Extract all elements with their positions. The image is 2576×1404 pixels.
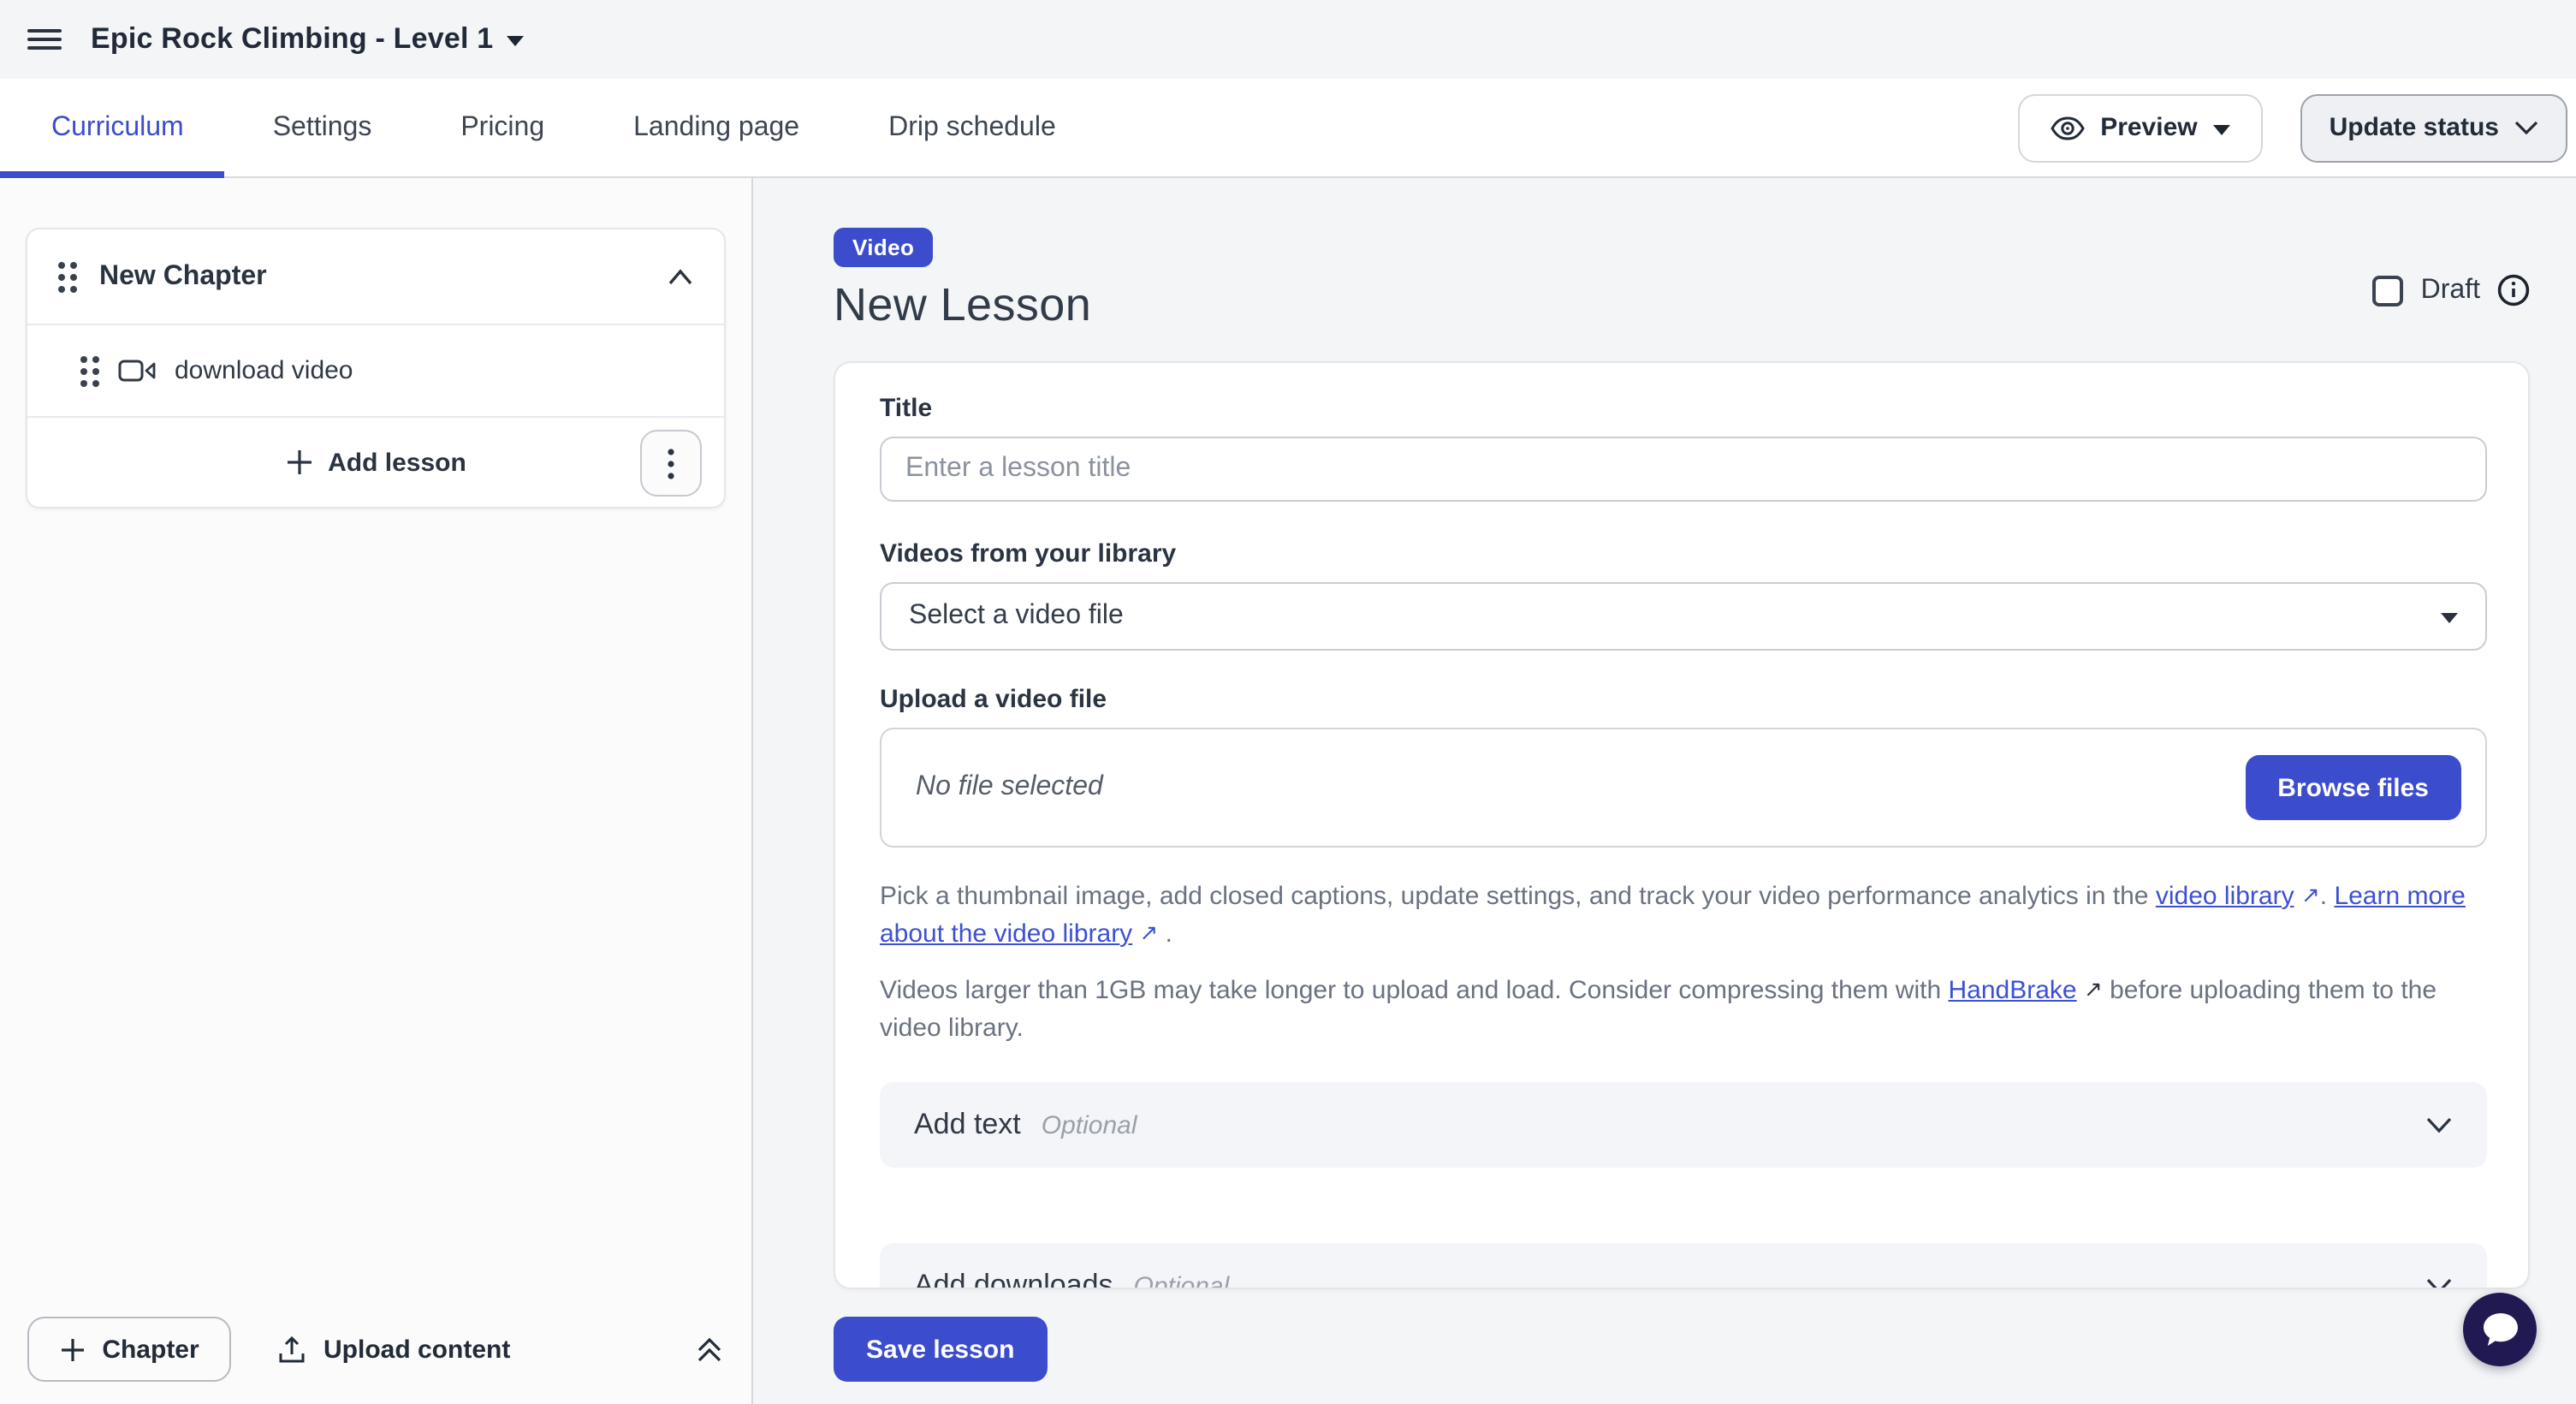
chat-bubble-icon <box>2483 1313 2517 1346</box>
update-status-label: Update status <box>2329 113 2499 142</box>
tab-settings[interactable]: Settings <box>272 112 372 141</box>
plus-icon <box>287 450 312 474</box>
tabs: Curriculum Settings Pricing Landing page… <box>0 79 1145 178</box>
help-text: . <box>2319 882 2335 911</box>
caret-down-icon <box>2212 124 2230 134</box>
chapter-menu-button[interactable] <box>640 430 702 497</box>
tab-drip-schedule[interactable]: Drip schedule <box>888 112 1056 141</box>
topbar: Epic Rock Climbing - Level 1 <box>0 0 2576 79</box>
kebab-menu-icon <box>668 448 674 479</box>
chat-widget-button[interactable] <box>2463 1293 2537 1366</box>
add-downloads-label: Add downloads <box>914 1269 1113 1289</box>
video-library-select[interactable]: Select a video file <box>880 582 2487 651</box>
upload-content-label: Upload content <box>323 1335 511 1364</box>
drag-handle-icon[interactable] <box>58 261 77 292</box>
add-chapter-label: Chapter <box>102 1335 199 1364</box>
select-caret-icon <box>2441 613 2458 623</box>
caret-down-icon <box>507 36 525 46</box>
preview-label: Preview <box>2100 113 2198 142</box>
lesson-type-badge: Video <box>834 228 934 267</box>
eye-icon <box>2051 116 2085 140</box>
video-library-help-text: Pick a thumbnail image, add closed capti… <box>880 878 2487 954</box>
chapter-card: New Chapter download video <box>26 228 726 509</box>
help-text: Videos larger than 1GB may take longer t… <box>880 976 1949 1005</box>
tabbar: Curriculum Settings Pricing Landing page… <box>0 79 2576 178</box>
page-title: New Lesson <box>834 279 1092 330</box>
chevron-down-icon <box>2426 1117 2452 1133</box>
course-title-dropdown[interactable]: Epic Rock Climbing - Level 1 <box>91 22 525 57</box>
chapter-title: New Chapter <box>99 261 267 290</box>
draft-control: Draft <box>2372 274 2530 306</box>
video-camera-icon <box>118 360 156 382</box>
collapse-all-button[interactable] <box>695 1335 724 1364</box>
save-lesson-button[interactable]: Save lesson <box>834 1317 1048 1382</box>
add-lesson-button[interactable]: Add lesson <box>285 448 466 477</box>
drag-handle-icon[interactable] <box>80 355 99 386</box>
browse-files-button[interactable]: Browse files <box>2245 755 2461 820</box>
draft-label: Draft <box>2420 275 2480 304</box>
add-text-label: Add text <box>914 1108 1021 1140</box>
optional-label: Optional <box>1133 1271 1230 1289</box>
chapter-header[interactable]: New Chapter <box>27 229 724 324</box>
add-downloads-section[interactable]: Add downloads Optional <box>880 1243 2487 1289</box>
help-text: . <box>1158 919 1173 949</box>
add-lesson-label: Add lesson <box>328 448 466 477</box>
lesson-title: download video <box>175 356 353 385</box>
preview-button[interactable]: Preview <box>2018 93 2263 162</box>
add-lesson-row: Add lesson <box>27 416 724 507</box>
external-link-icon: ↗ <box>2083 976 2103 1002</box>
info-icon[interactable] <box>2497 274 2530 306</box>
compression-help-text: Videos larger than 1GB may take longer t… <box>880 973 2487 1048</box>
lesson-editor: Video New Lesson Draft Title Videos from… <box>753 178 2576 1404</box>
external-link-icon: ↗ <box>2300 882 2320 907</box>
video-library-select-value: Select a video file <box>909 601 1124 630</box>
course-title: Epic Rock Climbing - Level 1 <box>91 22 494 55</box>
tab-actions: Preview Update status <box>2018 79 2576 176</box>
upload-field-label: Upload a video file <box>880 685 1107 714</box>
handbrake-link[interactable]: HandBrake <box>1948 976 2077 1005</box>
double-chevron-up-icon <box>697 1336 721 1361</box>
no-file-text: No file selected <box>916 772 1103 801</box>
curriculum-sidebar: New Chapter download video <box>0 178 753 1404</box>
lesson-form-card: Title Videos from your library Select a … <box>834 361 2530 1289</box>
hamburger-menu-icon[interactable] <box>27 22 62 57</box>
sidebar-footer: Chapter Upload content <box>0 1315 751 1383</box>
upload-icon <box>279 1335 305 1362</box>
file-upload-box: No file selected Browse files <box>880 728 2487 848</box>
chevron-down-icon <box>2426 1278 2452 1288</box>
plus-icon <box>61 1338 84 1360</box>
upload-content-button[interactable]: Upload content <box>277 1335 510 1364</box>
learn-more-link[interactable]: Learn more about the video library <box>880 882 2466 949</box>
library-field-label: Videos from your library <box>880 539 1177 568</box>
lesson-title-input[interactable] <box>880 437 2487 502</box>
external-link-icon: ↗ <box>1139 919 1159 945</box>
add-text-section[interactable]: Add text Optional <box>880 1082 2487 1168</box>
chevron-down-icon <box>2514 121 2538 135</box>
draft-checkbox[interactable] <box>2372 275 2404 306</box>
tab-landing-page[interactable]: Landing page <box>633 112 800 141</box>
chevron-up-icon[interactable] <box>668 268 693 285</box>
add-chapter-button[interactable]: Chapter <box>27 1317 231 1382</box>
video-library-link[interactable]: video library <box>2155 882 2294 911</box>
lesson-row[interactable]: download video <box>27 324 724 416</box>
help-text: before uploading them to the video libra… <box>880 976 2437 1043</box>
update-status-button[interactable]: Update status <box>2300 93 2567 162</box>
tab-curriculum[interactable]: Curriculum <box>0 79 229 178</box>
help-text: Pick a thumbnail image, add closed capti… <box>880 882 2156 911</box>
optional-label: Optional <box>1041 1110 1137 1139</box>
title-field-label: Title <box>880 394 933 423</box>
tab-pricing[interactable]: Pricing <box>460 112 545 141</box>
